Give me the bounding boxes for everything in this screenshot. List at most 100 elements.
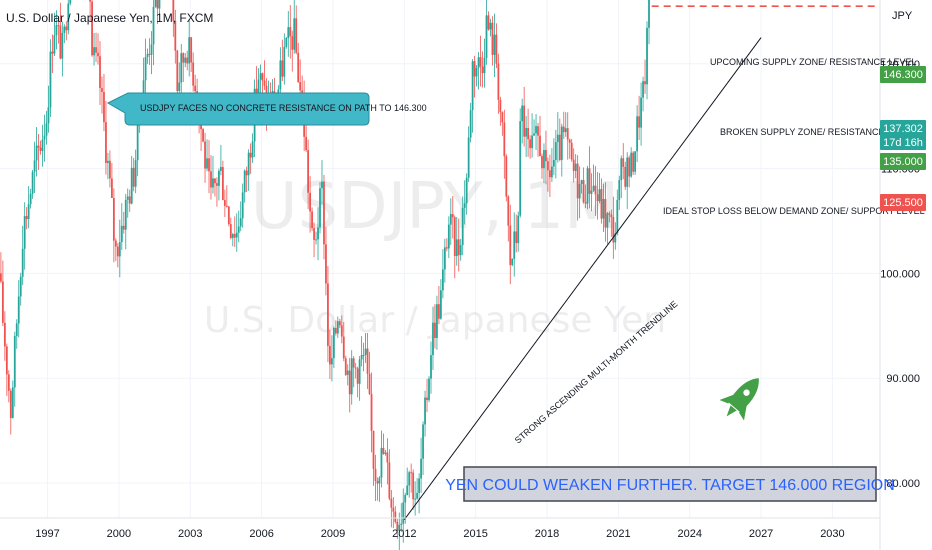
candle-body <box>293 18 296 50</box>
candle <box>259 64 262 95</box>
candle <box>463 180 466 225</box>
candle-body <box>332 327 335 359</box>
candle-body <box>152 6 155 45</box>
candle <box>190 37 193 72</box>
candle <box>394 506 397 524</box>
candle-body <box>122 225 125 230</box>
candle <box>263 60 266 90</box>
upcoming-supply-label: UPCOMING SUPPLY ZONE/ RESISTANCE LEVEL <box>710 57 917 67</box>
candle <box>105 100 107 175</box>
candle <box>624 161 627 190</box>
candle <box>45 111 48 145</box>
candle <box>59 2 62 60</box>
candle <box>527 108 530 157</box>
candle-body <box>598 189 601 202</box>
candle <box>495 23 498 69</box>
candle <box>9 388 12 435</box>
x-tick-label: 2003 <box>178 528 202 540</box>
candle-body <box>63 26 66 33</box>
candle <box>570 138 573 162</box>
candle <box>350 350 353 405</box>
candle <box>622 143 625 180</box>
candle <box>560 123 563 177</box>
candle-body <box>237 226 240 233</box>
candle <box>509 204 512 285</box>
candle <box>319 182 321 234</box>
candle-body <box>338 321 341 326</box>
candle <box>126 188 129 218</box>
time-axis[interactable]: 1997 2000 2003 2006 2009 2012 2015 2018 2021 2024… <box>35 528 844 540</box>
candle-body <box>285 37 288 47</box>
candle <box>596 171 599 220</box>
candle <box>467 126 470 182</box>
candle <box>229 217 232 240</box>
candle <box>461 196 464 256</box>
candle <box>390 489 393 528</box>
candle <box>180 43 183 102</box>
candle <box>610 209 613 237</box>
candle-body <box>352 358 355 368</box>
candle-body <box>146 53 149 58</box>
target-box[interactable]: YEN COULD WEAKEN FURTHER. TARGET 146.000… <box>445 466 895 502</box>
candle <box>392 497 395 529</box>
candle <box>525 115 528 158</box>
candle-body <box>11 387 14 418</box>
candle-body <box>39 147 42 151</box>
x-tick-label: 2000 <box>107 528 131 540</box>
candle <box>386 438 389 485</box>
candle-body <box>350 358 353 395</box>
candle-body <box>558 134 561 160</box>
candle <box>51 34 54 74</box>
candle-body <box>451 214 454 218</box>
currency-label: JPY <box>892 10 913 22</box>
candle-body <box>216 183 218 186</box>
candle-body <box>233 234 236 238</box>
candle <box>430 341 432 394</box>
candle <box>487 11 490 31</box>
candle <box>289 5 292 59</box>
candle <box>564 112 567 137</box>
candle <box>49 39 52 118</box>
candle-body <box>618 180 621 200</box>
candle <box>590 173 593 212</box>
candle-body <box>594 185 597 195</box>
candle-body <box>549 170 551 178</box>
candle-body <box>404 494 407 503</box>
candle-body <box>552 160 555 167</box>
candle <box>455 216 458 266</box>
candle <box>489 18 492 37</box>
candle <box>39 140 42 155</box>
candle <box>285 36 288 49</box>
candle-body <box>291 36 294 50</box>
candle <box>120 203 123 250</box>
candle <box>499 96 502 126</box>
candle <box>69 0 72 6</box>
chart-title: U.S. Dollar / Japanese Yen, 1M, FXCM <box>6 11 213 25</box>
candle <box>172 0 175 37</box>
candle-body <box>543 150 545 169</box>
candle <box>384 449 387 456</box>
candle-body <box>396 521 399 531</box>
candle-body <box>176 50 179 92</box>
candle <box>517 211 520 252</box>
candle-body <box>239 218 242 227</box>
candle-body <box>463 203 466 208</box>
candle <box>99 41 101 106</box>
candle <box>558 118 561 162</box>
candle-body <box>194 85 197 92</box>
candle <box>374 454 377 502</box>
candle-body <box>206 158 208 169</box>
callout[interactable]: USDJPY FACES NO CONCRETE RESISTANCE ON P… <box>106 92 427 126</box>
candle <box>630 147 633 178</box>
candle <box>25 207 28 230</box>
candle-body <box>225 205 228 207</box>
candle <box>424 390 426 437</box>
candle <box>65 21 68 41</box>
candle <box>608 211 611 223</box>
candle <box>356 366 359 398</box>
candle-body <box>221 167 224 201</box>
candle-body <box>495 34 498 64</box>
candle-body <box>67 3 70 31</box>
candle <box>576 155 579 221</box>
